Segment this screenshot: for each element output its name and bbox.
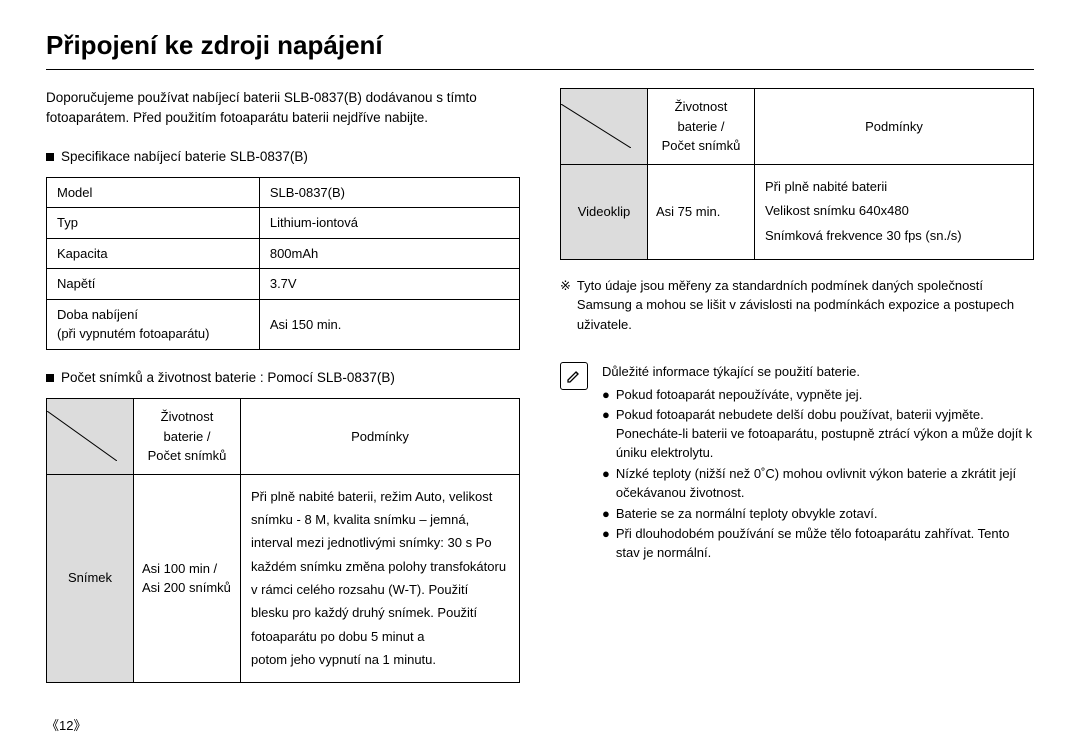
life-table-right: Životnost baterie / Počet snímků Podmínk… [560, 88, 1034, 260]
note-icon [560, 362, 588, 390]
spec-val: 3.7V [259, 269, 519, 300]
spec-key: Model [47, 177, 260, 208]
table-row: Snímek Asi 100 min / Asi 200 snímků Při … [47, 474, 520, 682]
life-cond: Při plně nabité baterii, režim Auto, vel… [241, 474, 520, 682]
diagonal-header-cell [561, 89, 648, 165]
diagonal-line-icon [561, 104, 631, 148]
spec-key: Napětí [47, 269, 260, 300]
spec-val: Asi 150 min. [259, 299, 519, 349]
info-item-text: Při dlouhodobém používání se může tělo f… [616, 525, 1034, 563]
life-cond: Při plně nabité baterii Velikost snímku … [755, 164, 1034, 259]
table-row: TypLithium-iontová [47, 208, 520, 239]
info-block: Důležité informace týkající se použití b… [560, 362, 1034, 565]
page-number: 《12》 [46, 715, 86, 734]
life-mid: Asi 100 min / Asi 200 snímků [134, 474, 241, 682]
info-item-text: Baterie se za normální teploty obvykle z… [616, 505, 878, 524]
left-column: Doporučujeme používat nabíjecí baterii S… [46, 88, 520, 683]
spec-val: SLB-0837(B) [259, 177, 519, 208]
spec-label: Specifikace nabíjecí baterie SLB-0837(B) [46, 147, 520, 167]
life-label: Počet snímků a životnost baterie : Pomoc… [46, 368, 520, 388]
spec-table: ModelSLB-0837(B) TypLithium-iontová Kapa… [46, 177, 520, 350]
table-row: Videoklip Asi 75 min. Při plně nabité ba… [561, 164, 1034, 259]
list-item: ● Baterie se za normální teploty obvykle … [602, 505, 1034, 524]
table-row: Napětí3.7V [47, 269, 520, 300]
square-bullet-icon [46, 374, 54, 382]
pencil-icon [565, 367, 583, 385]
life-table-left: Životnost baterie / Počet snímků Podmínk… [46, 398, 520, 683]
info-heading: Důležité informace týkající se použití b… [602, 362, 1034, 382]
asterisk-text: Tyto údaje jsou měřeny za standardních p… [577, 276, 1034, 335]
bullet-icon: ● [602, 406, 610, 463]
spec-val: 800mAh [259, 238, 519, 269]
bullet-icon: ● [602, 465, 610, 503]
reference-mark-icon: ※ [560, 276, 571, 335]
bullet-icon: ● [602, 525, 610, 563]
square-bullet-icon [46, 153, 54, 161]
diagonal-header-cell [47, 399, 134, 475]
list-item: ●Pokud fotoaparát nebudete delší dobu po… [602, 406, 1034, 463]
list-item: ● Pokud fotoaparát nepoužíváte, vypněte j… [602, 386, 1034, 405]
row-label: Snímek [47, 474, 134, 682]
spec-key: Doba nabíjení (při vypnutém fotoaparátu) [47, 299, 260, 349]
spec-val: Lithium-iontová [259, 208, 519, 239]
table-row: ModelSLB-0837(B) [47, 177, 520, 208]
asterisk-note: ※ Tyto údaje jsou měřeny za standardních… [560, 276, 1034, 335]
spec-key: Kapacita [47, 238, 260, 269]
spec-label-text: Specifikace nabíjecí baterie SLB-0837(B) [61, 147, 308, 167]
col-header: Životnost baterie / Počet snímků [648, 89, 755, 165]
intro-text: Doporučujeme používat nabíjecí baterii S… [46, 88, 520, 129]
life-mid: Asi 75 min. [648, 164, 755, 259]
info-item-text: Pokud fotoaparát nepoužíváte, vypněte je… [616, 386, 862, 405]
info-list: Důležité informace týkající se použití b… [602, 362, 1034, 565]
right-column: Životnost baterie / Počet snímků Podmínk… [560, 88, 1034, 683]
list-item: ●Nízké teploty (nižší než 0˚C) mohou ovl… [602, 465, 1034, 503]
table-row: Životnost baterie / Počet snímků Podmínk… [47, 399, 520, 475]
bullet-icon: ● [602, 505, 610, 524]
diagonal-line-icon [47, 411, 117, 461]
info-item-text: Nízké teploty (nižší než 0˚C) mohou ovli… [616, 465, 1034, 503]
table-row: Kapacita800mAh [47, 238, 520, 269]
life-label-text: Počet snímků a životnost baterie : Pomoc… [61, 368, 395, 388]
col-header: Životnost baterie / Počet snímků [134, 399, 241, 475]
bullet-icon: ● [602, 386, 610, 405]
table-row: Životnost baterie / Počet snímků Podmínk… [561, 89, 1034, 165]
table-row: Doba nabíjení (při vypnutém fotoaparátu)… [47, 299, 520, 349]
info-item-text: Pokud fotoaparát nebudete delší dobu pou… [616, 406, 1034, 463]
row-label: Videoklip [561, 164, 648, 259]
list-item: ●Při dlouhodobém používání se může tělo … [602, 525, 1034, 563]
col-header: Podmínky [755, 89, 1034, 165]
page-title: Připojení ke zdroji napájení [46, 30, 1034, 70]
spec-key: Typ [47, 208, 260, 239]
col-header: Podmínky [241, 399, 520, 475]
